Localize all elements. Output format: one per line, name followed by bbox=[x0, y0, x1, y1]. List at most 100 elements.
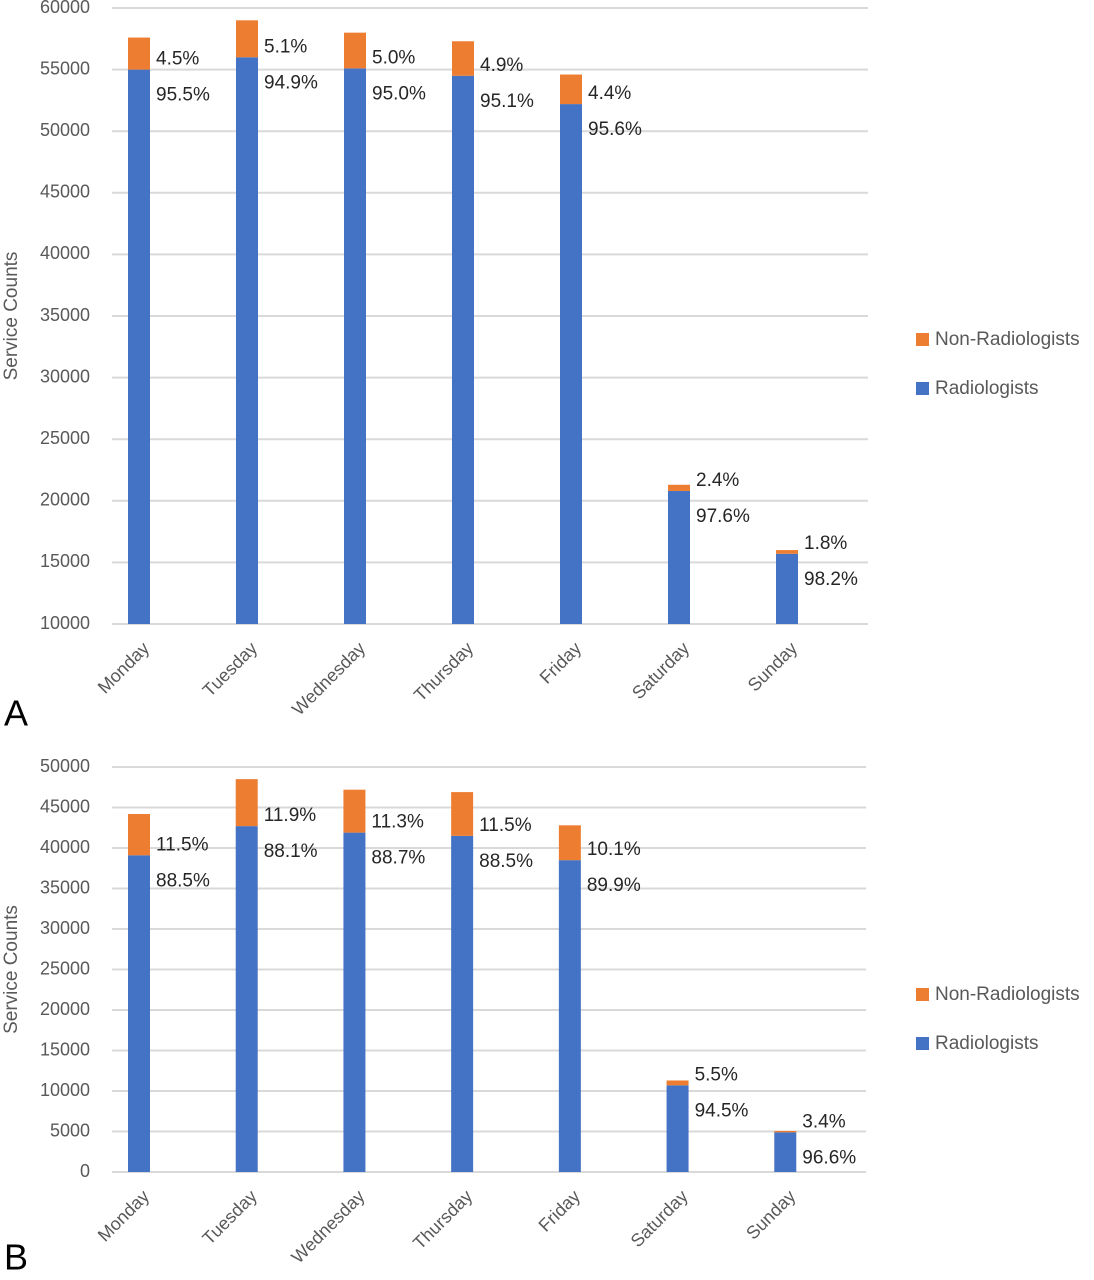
data-label: 4.4% bbox=[588, 83, 631, 104]
data-label: 94.9% bbox=[264, 72, 318, 93]
bar-segment bbox=[774, 1132, 797, 1172]
bar-segment bbox=[452, 75, 474, 624]
bar-segment bbox=[774, 1130, 797, 1133]
bar-segment bbox=[344, 68, 366, 625]
data-label: 4.9% bbox=[480, 55, 523, 76]
legend-label: Non-Radiologists bbox=[935, 984, 1080, 1005]
y-tick-label: 45000 bbox=[40, 796, 90, 816]
data-label: 4.5% bbox=[156, 49, 199, 70]
bar-segment bbox=[558, 825, 581, 861]
y-tick-label: 20000 bbox=[40, 999, 90, 1019]
data-label: 5.1% bbox=[264, 36, 307, 57]
data-label: 5.5% bbox=[695, 1064, 738, 1085]
legend-label: Radiologists bbox=[935, 1033, 1039, 1054]
data-label: 11.3% bbox=[371, 812, 424, 833]
x-tick-label: Sunday bbox=[744, 638, 801, 695]
data-label: 10.1% bbox=[587, 839, 641, 860]
y-tick-label: 45000 bbox=[40, 182, 90, 202]
y-tick-label: 25000 bbox=[40, 428, 90, 448]
data-label: 11.5% bbox=[156, 834, 209, 855]
bar-segment bbox=[560, 104, 582, 624]
y-tick-label: 0 bbox=[80, 1161, 90, 1181]
x-tick-label: Friday bbox=[535, 1186, 585, 1236]
data-label: 95.1% bbox=[480, 91, 534, 112]
x-tick-label: Monday bbox=[94, 638, 153, 697]
data-label: 11.5% bbox=[479, 815, 532, 836]
data-label: 88.1% bbox=[264, 841, 318, 862]
y-axis-title: Service Counts bbox=[1, 252, 22, 381]
data-label: 88.5% bbox=[479, 851, 533, 872]
y-tick-label: 60000 bbox=[40, 0, 90, 17]
bar-segment bbox=[776, 550, 798, 554]
bar-segment bbox=[235, 779, 258, 827]
data-label: 1.8% bbox=[804, 533, 847, 554]
x-tick-label: Friday bbox=[536, 638, 586, 688]
x-tick-label: Wednesday bbox=[287, 1186, 368, 1267]
legend-label: Radiologists bbox=[935, 378, 1039, 399]
x-tick-label: Wednesday bbox=[288, 638, 369, 719]
data-label: 95.5% bbox=[156, 85, 210, 106]
bar-segment bbox=[451, 792, 474, 836]
legend-swatch bbox=[916, 333, 929, 346]
data-label: 3.4% bbox=[802, 1111, 845, 1132]
bar-segment bbox=[236, 20, 258, 58]
y-tick-label: 50000 bbox=[40, 756, 90, 776]
bar-segment bbox=[666, 1085, 689, 1172]
data-label: 98.2% bbox=[804, 569, 858, 590]
data-label: 96.6% bbox=[802, 1147, 856, 1168]
y-tick-label: 20000 bbox=[40, 490, 90, 510]
data-label: 94.5% bbox=[695, 1100, 749, 1121]
y-tick-label: 10000 bbox=[40, 1080, 90, 1100]
x-tick-label: Saturday bbox=[627, 1186, 692, 1251]
panel-label: B bbox=[4, 1237, 28, 1278]
data-label: 88.5% bbox=[156, 870, 210, 891]
legend-swatch bbox=[916, 1037, 929, 1050]
bar-segment bbox=[452, 41, 474, 76]
x-tick-label: Tuesday bbox=[198, 1186, 260, 1248]
data-label: 89.9% bbox=[587, 875, 641, 896]
y-tick-label: 35000 bbox=[40, 305, 90, 325]
bar-segment bbox=[668, 484, 690, 491]
bar-segment bbox=[235, 826, 258, 1172]
data-label: 2.4% bbox=[696, 470, 739, 491]
y-tick-label: 40000 bbox=[40, 243, 90, 263]
bar-segment bbox=[128, 855, 150, 1172]
y-tick-label: 30000 bbox=[40, 918, 90, 938]
bar-segment bbox=[558, 860, 581, 1172]
legend-swatch bbox=[916, 988, 929, 1001]
bar-segment bbox=[236, 57, 258, 624]
y-tick-label: 35000 bbox=[40, 877, 90, 897]
bar-segment bbox=[128, 37, 150, 70]
data-label: 97.6% bbox=[696, 506, 750, 527]
y-tick-label: 15000 bbox=[40, 1039, 90, 1059]
bar-segment bbox=[776, 553, 798, 624]
bar-segment bbox=[666, 1080, 689, 1086]
bar-segment bbox=[343, 789, 366, 833]
x-tick-label: Tuesday bbox=[199, 638, 261, 700]
x-tick-label: Sunday bbox=[742, 1186, 799, 1243]
y-tick-label: 50000 bbox=[40, 120, 90, 140]
data-label: 88.7% bbox=[371, 848, 425, 869]
data-label: 11.9% bbox=[264, 805, 317, 826]
x-tick-label: Saturday bbox=[628, 638, 693, 703]
y-tick-label: 30000 bbox=[40, 366, 90, 386]
x-tick-label: Thursday bbox=[410, 638, 477, 705]
legend-label: Non-Radiologists bbox=[935, 329, 1080, 350]
data-label: 5.0% bbox=[372, 47, 415, 68]
y-tick-label: 15000 bbox=[40, 551, 90, 571]
y-tick-label: 55000 bbox=[40, 58, 90, 78]
y-tick-label: 5000 bbox=[50, 1120, 90, 1140]
bar-segment bbox=[344, 32, 366, 69]
bar-segment bbox=[451, 835, 474, 1172]
data-label: 95.0% bbox=[372, 83, 426, 104]
bar-segment bbox=[668, 490, 690, 624]
panel-label: A bbox=[4, 693, 28, 734]
x-tick-label: Thursday bbox=[409, 1186, 476, 1253]
y-axis-title: Service Counts bbox=[1, 905, 22, 1034]
bar-segment bbox=[128, 69, 150, 625]
y-tick-label: 10000 bbox=[40, 613, 90, 633]
bar-segment bbox=[128, 813, 150, 856]
y-tick-label: 25000 bbox=[40, 958, 90, 978]
bar-segment bbox=[560, 74, 582, 105]
